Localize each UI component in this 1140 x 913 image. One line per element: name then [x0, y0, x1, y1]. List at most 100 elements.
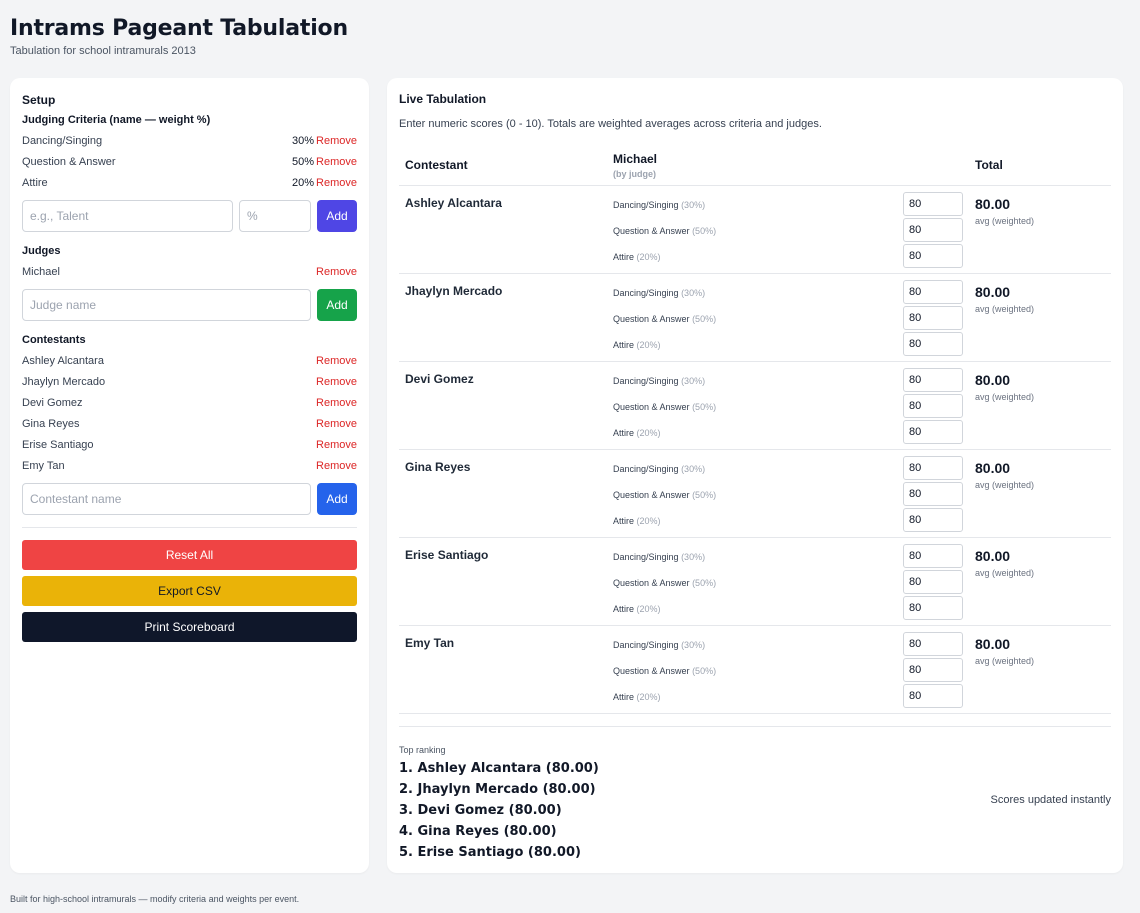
header-divider [399, 185, 1111, 186]
total-label: avg (weighted) [975, 480, 1035, 490]
ranking-label: Top ranking [399, 745, 446, 755]
export-csv-button[interactable]: Export CSV [22, 576, 357, 606]
judge-name-input[interactable] [22, 289, 311, 321]
add-contestant-button[interactable]: Add [317, 483, 357, 515]
criteria-heading: Judging Criteria (name — weight %) [22, 114, 211, 126]
add-judge-button[interactable]: Add [317, 289, 357, 321]
score-input[interactable] [903, 508, 963, 532]
live-tabulation-panel: Live Tabulation Enter numeric scores (0 … [387, 78, 1123, 873]
score-input[interactable] [903, 368, 963, 392]
score-input[interactable] [903, 596, 963, 620]
score-input[interactable] [903, 658, 963, 682]
criteria-label: Dancing/Singing (30%) [613, 200, 706, 210]
live-description: Enter numeric scores (0 - 10). Totals ar… [399, 118, 822, 130]
score-input[interactable] [903, 482, 963, 506]
contestant-name: Gina Reyes [405, 460, 471, 474]
score-input[interactable] [903, 456, 963, 480]
status-text: Scores updated instantly [990, 794, 1111, 806]
setup-divider [22, 527, 357, 528]
score-input[interactable] [903, 394, 963, 418]
criteria-item: Attire 20% Remove [22, 175, 357, 193]
score-input[interactable] [903, 544, 963, 568]
contestant-name: Jhaylyn Mercado [22, 376, 106, 388]
score-input[interactable] [903, 280, 963, 304]
contestant-name: Erise Santiago [22, 439, 94, 451]
contestant-name: Emy Tan [22, 460, 65, 472]
score-input[interactable] [903, 632, 963, 656]
page-subtitle: Tabulation for school intramurals 2013 [10, 45, 196, 57]
table-row: Erise Santiago Dancing/Singing (30%) Que… [399, 538, 1111, 626]
contestant-name: Devi Gomez [22, 397, 83, 409]
score-input[interactable] [903, 570, 963, 594]
criteria-label: Question & Answer (50%) [613, 490, 717, 500]
criteria-label: Attire (20%) [613, 340, 661, 350]
score-input[interactable] [903, 420, 963, 444]
table-row: Gina Reyes Dancing/Singing (30%) Questio… [399, 450, 1111, 538]
contestant-name: Ashley Alcantara [22, 355, 104, 367]
criteria-label: Question & Answer (50%) [613, 402, 717, 412]
contestant-name-input[interactable] [22, 483, 311, 515]
contestant-name: Jhaylyn Mercado [405, 284, 503, 298]
criteria-weight: 50% [291, 156, 314, 168]
remove-contestant-button[interactable]: Remove [316, 376, 357, 388]
table-row: Emy Tan Dancing/Singing (30%) Question &… [399, 626, 1111, 714]
table-row: Devi Gomez Dancing/Singing (30%) Questio… [399, 362, 1111, 450]
score-input[interactable] [903, 218, 963, 242]
remove-criteria-button[interactable]: Remove [316, 156, 357, 168]
page-title: Intrams Pageant Tabulation [10, 16, 348, 41]
reset-all-button[interactable]: Reset All [22, 540, 357, 570]
column-header-judge: Michael [613, 152, 658, 166]
score-input[interactable] [903, 244, 963, 268]
contestant-name: Ashley Alcantara [405, 196, 502, 210]
criteria-name-input[interactable] [22, 200, 233, 232]
judge-name: Michael [22, 266, 60, 278]
column-header-total: Total [975, 158, 1003, 172]
ranking-item: 1. Ashley Alcantara (80.00) [399, 761, 599, 776]
criteria-label: Question & Answer (50%) [613, 578, 717, 588]
score-input[interactable] [903, 192, 963, 216]
contestants-heading: Contestants [22, 334, 86, 346]
contestant-item: Ashley Alcantara Remove [22, 353, 357, 371]
footer-text: Built for high-school intramurals — modi… [10, 894, 300, 904]
criteria-label: Dancing/Singing (30%) [613, 464, 706, 474]
remove-judge-button[interactable]: Remove [316, 266, 357, 278]
remove-contestant-button[interactable]: Remove [316, 418, 357, 430]
criteria-weight: 30% [291, 135, 314, 147]
remove-criteria-button[interactable]: Remove [316, 135, 357, 147]
score-input[interactable] [903, 332, 963, 356]
criteria-label: Dancing/Singing (30%) [613, 376, 706, 386]
total-score: 80.00 [975, 460, 1011, 476]
contestant-item: Jhaylyn Mercado Remove [22, 374, 357, 392]
criteria-label: Question & Answer (50%) [613, 666, 717, 676]
remove-contestant-button[interactable]: Remove [316, 355, 357, 367]
total-label: avg (weighted) [975, 392, 1035, 402]
ranking-item: 4. Gina Reyes (80.00) [399, 824, 557, 839]
remove-criteria-button[interactable]: Remove [316, 177, 357, 189]
contestant-name: Gina Reyes [22, 418, 80, 430]
criteria-weight-input[interactable] [239, 200, 311, 232]
total-label: avg (weighted) [975, 216, 1035, 226]
contestant-name: Erise Santiago [405, 548, 489, 562]
remove-contestant-button[interactable]: Remove [316, 397, 357, 409]
criteria-label: Attire (20%) [613, 428, 661, 438]
add-criteria-button[interactable]: Add [317, 200, 357, 232]
contestant-item: Gina Reyes Remove [22, 416, 357, 434]
judge-item: Michael Remove [22, 264, 357, 282]
criteria-name: Attire [22, 177, 48, 189]
print-scoreboard-button[interactable]: Print Scoreboard [22, 612, 357, 642]
score-input[interactable] [903, 684, 963, 708]
live-title: Live Tabulation [399, 92, 487, 106]
contestant-name: Devi Gomez [405, 372, 474, 386]
total-score: 80.00 [975, 548, 1011, 564]
criteria-label: Dancing/Singing (30%) [613, 640, 706, 650]
contestant-item: Erise Santiago Remove [22, 437, 357, 455]
remove-contestant-button[interactable]: Remove [316, 439, 357, 451]
total-label: avg (weighted) [975, 656, 1035, 666]
criteria-name: Dancing/Singing [22, 135, 103, 147]
remove-contestant-button[interactable]: Remove [316, 460, 357, 472]
score-input[interactable] [903, 306, 963, 330]
ranking-item: 5. Erise Santiago (80.00) [399, 845, 581, 860]
criteria-label: Question & Answer (50%) [613, 314, 717, 324]
table-row: Ashley Alcantara Dancing/Singing (30%) Q… [399, 186, 1111, 274]
total-label: avg (weighted) [975, 304, 1035, 314]
